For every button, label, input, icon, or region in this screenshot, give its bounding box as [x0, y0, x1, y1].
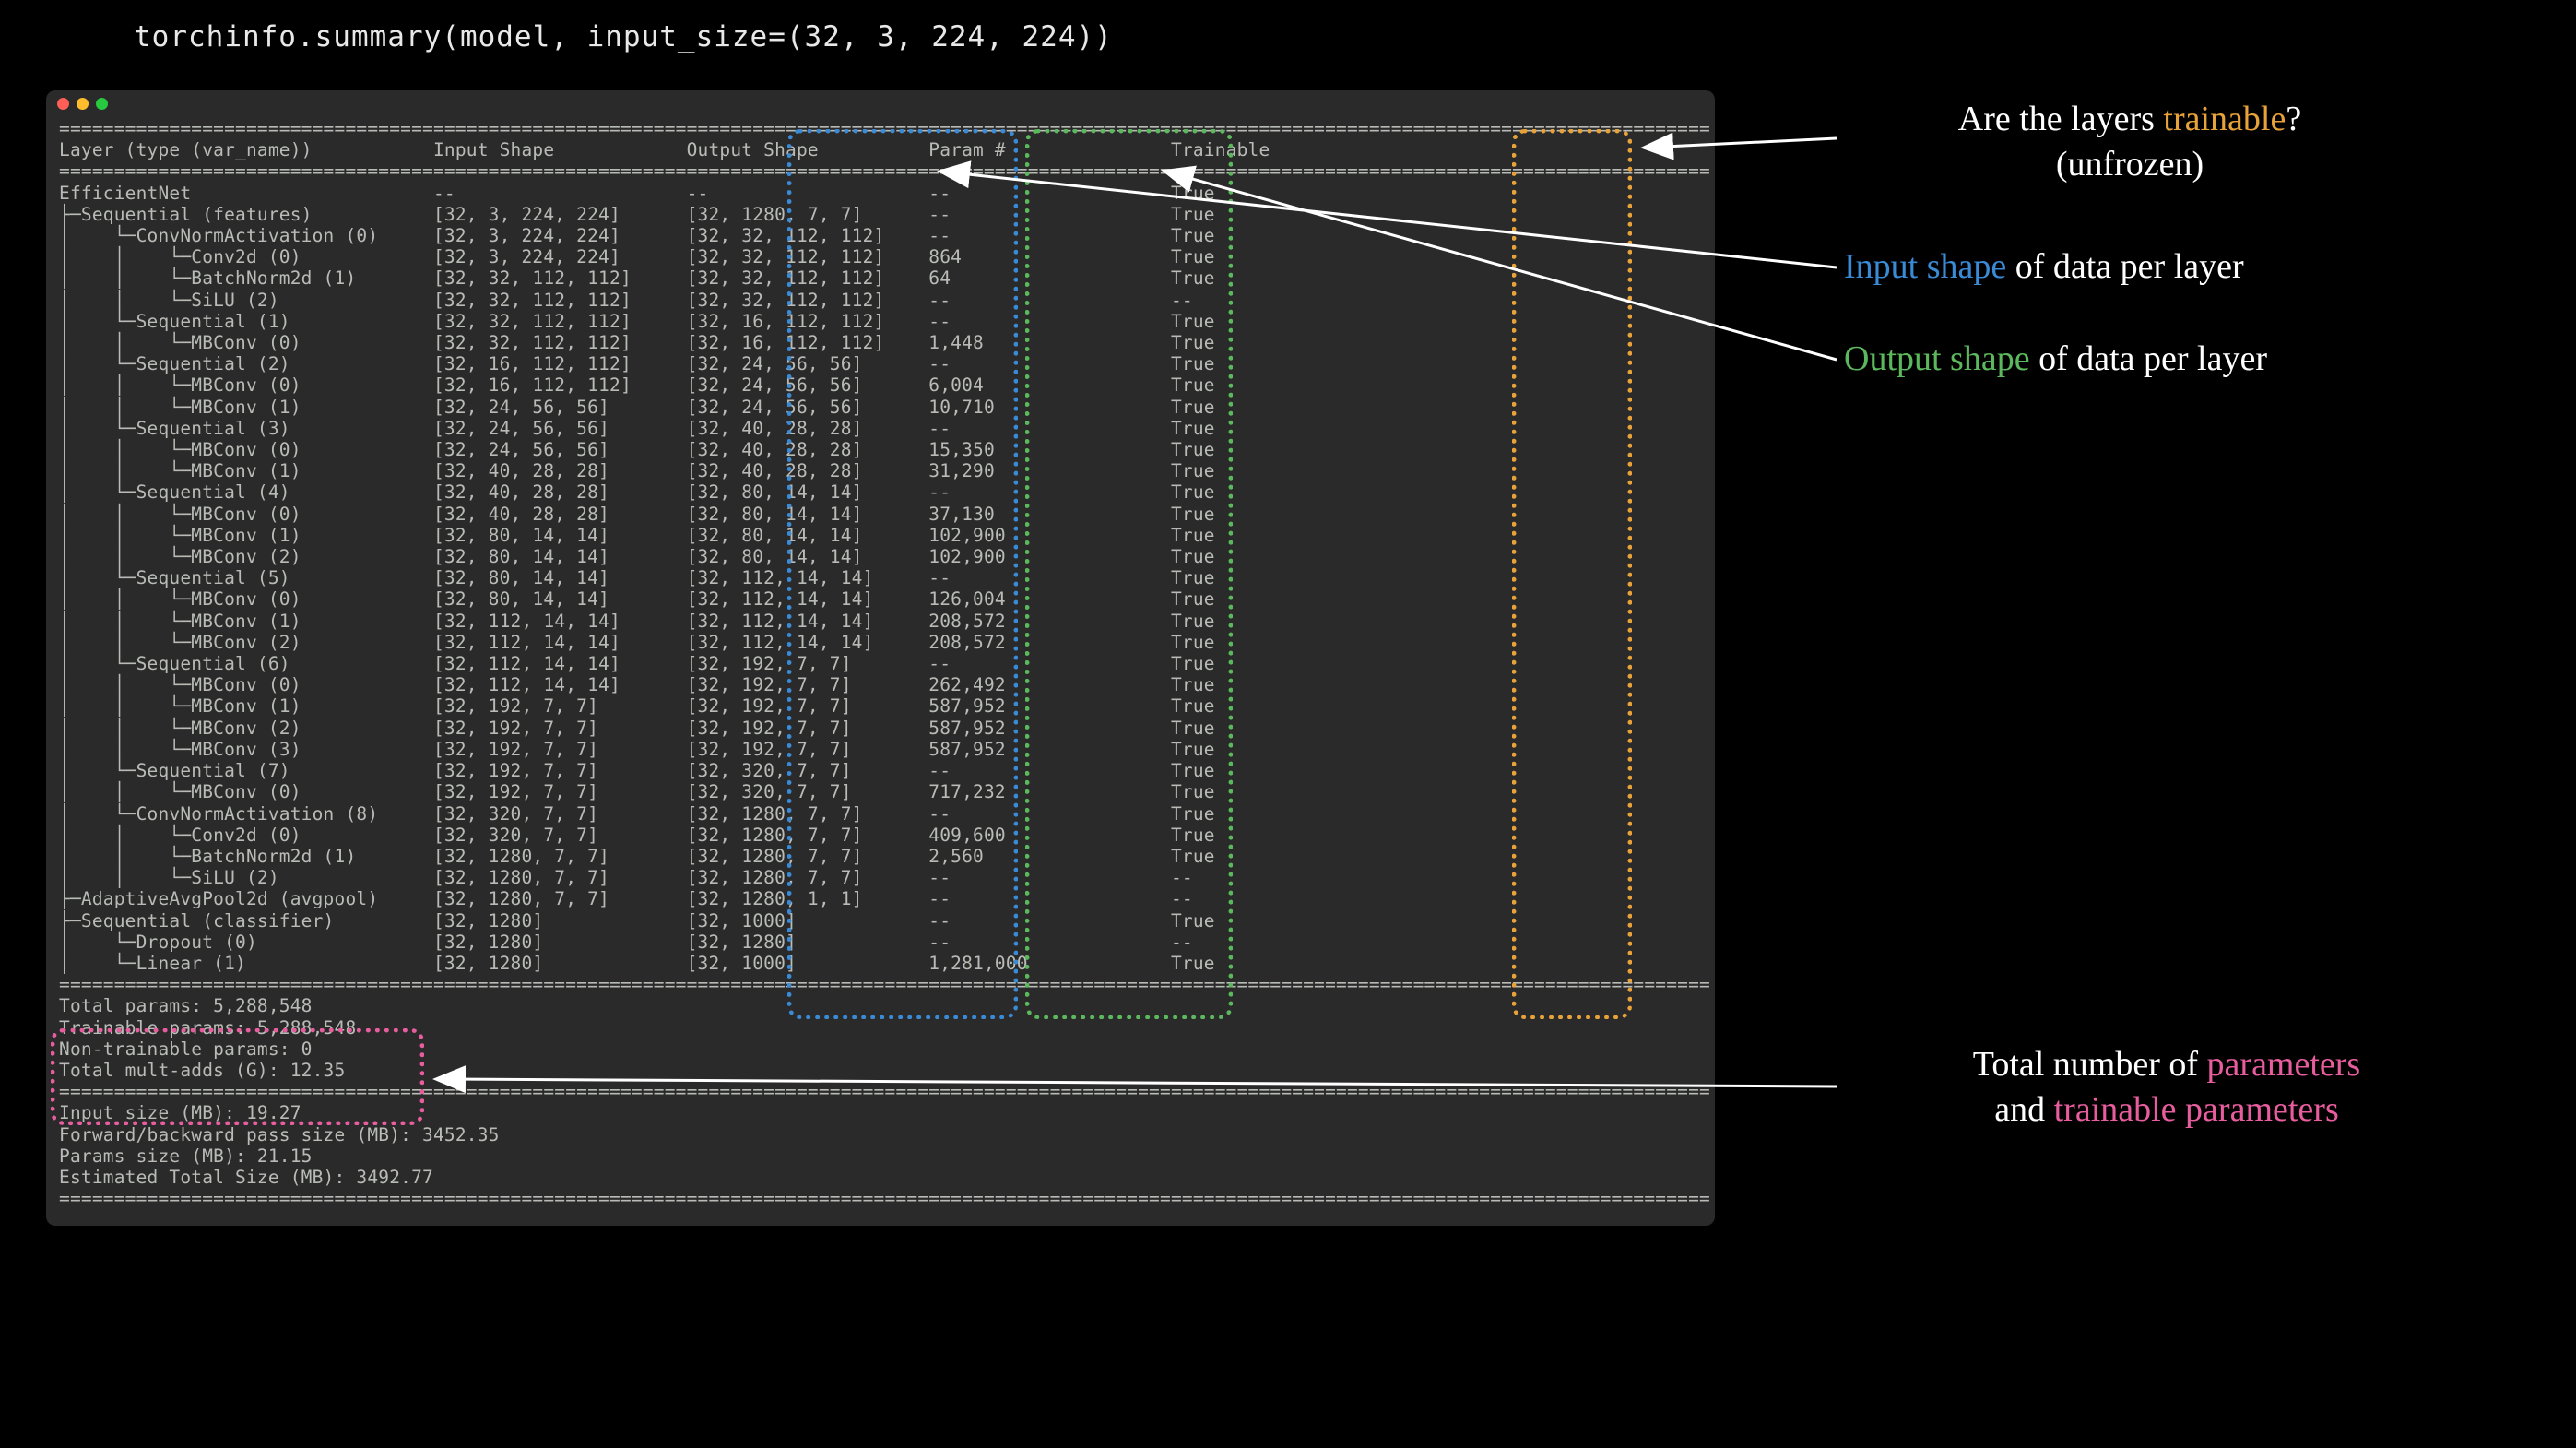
annotation-input-shape: Input shape of data per layer — [1844, 244, 2508, 290]
code-title: torchinfo.summary(model, input_size=(32,… — [134, 20, 1113, 53]
terminal-content: ========================================… — [46, 114, 1715, 1209]
window-minimize-dot — [77, 98, 89, 110]
window-maximize-dot — [96, 98, 108, 110]
window-close-dot — [57, 98, 69, 110]
annotation-params: Total number of parameters and trainable… — [1844, 1042, 2489, 1133]
annotation-trainable: Are the layers trainable? (unfrozen) — [1844, 97, 2416, 188]
window-titlebar — [46, 90, 1715, 114]
annotation-output-shape: Output shape of data per layer — [1844, 337, 2545, 382]
terminal-window: ========================================… — [46, 90, 1715, 1226]
